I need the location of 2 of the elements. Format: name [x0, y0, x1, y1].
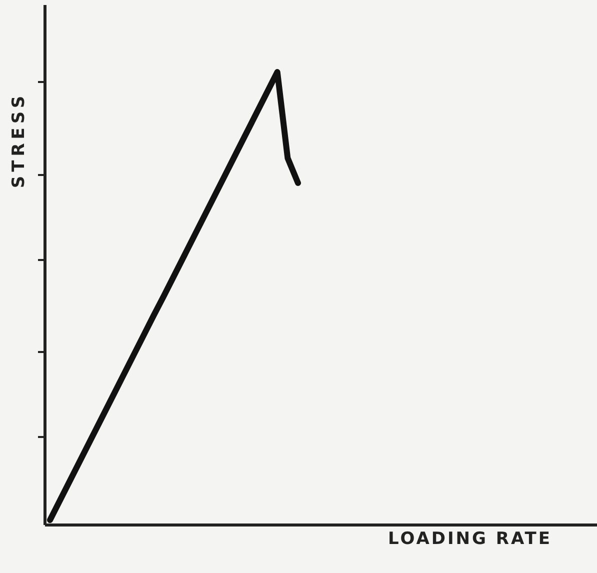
y-axis-title: STRESS — [9, 92, 29, 188]
x-axis-title: LOADING RATE — [388, 529, 552, 549]
